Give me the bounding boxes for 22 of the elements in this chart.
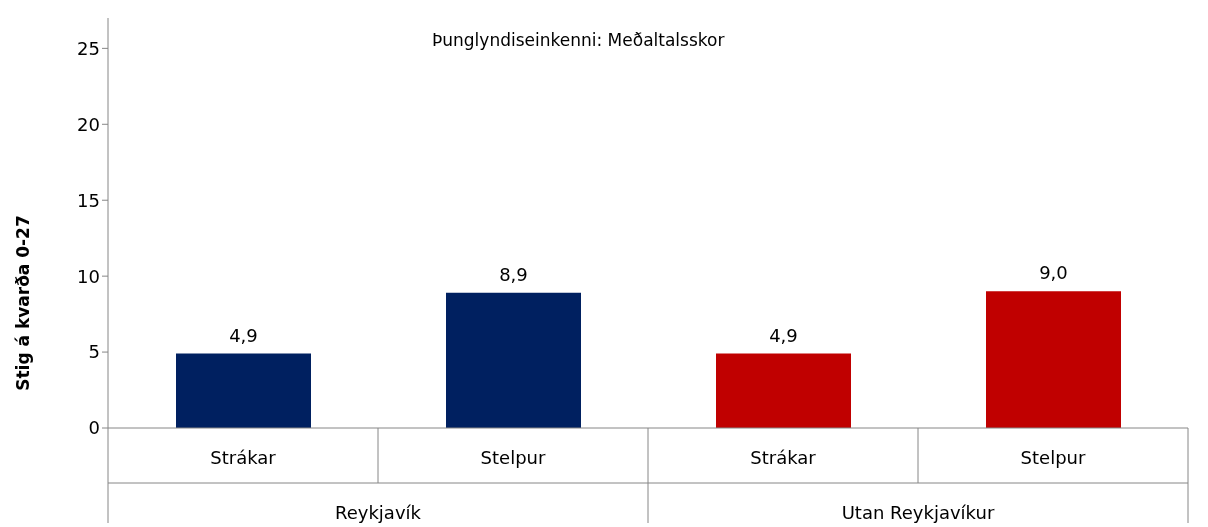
y-tick-label: 10 (77, 265, 100, 287)
x-tick-label: Strákar (210, 447, 277, 468)
y-tick-label: 25 (77, 37, 100, 59)
bar (716, 353, 851, 428)
data-label: 4,9 (769, 324, 798, 346)
y-tick-label: 20 (77, 113, 100, 135)
y-tick-label: 0 (88, 417, 100, 439)
data-label: 8,9 (499, 263, 528, 285)
x-tick-label: Stelpur (1020, 447, 1086, 468)
data-label: 4,9 (229, 324, 258, 346)
y-axis-title: Stig á kvarða 0-27 (13, 215, 34, 391)
bar (176, 353, 311, 428)
text: Reykjavík (335, 502, 422, 523)
text: Utan Reykjavíkur (841, 502, 995, 523)
y-tick-label: 5 (88, 341, 100, 363)
x-tick-label: Stelpur (480, 447, 546, 468)
bar (446, 292, 581, 428)
y-tick-label: 15 (77, 189, 100, 211)
x-tick-label: Strákar (750, 447, 817, 468)
bar (986, 291, 1121, 428)
data-label: 9,0 (1039, 262, 1068, 284)
text: Þunglyndiseinkenni: Meðaltalsskor (432, 30, 725, 50)
